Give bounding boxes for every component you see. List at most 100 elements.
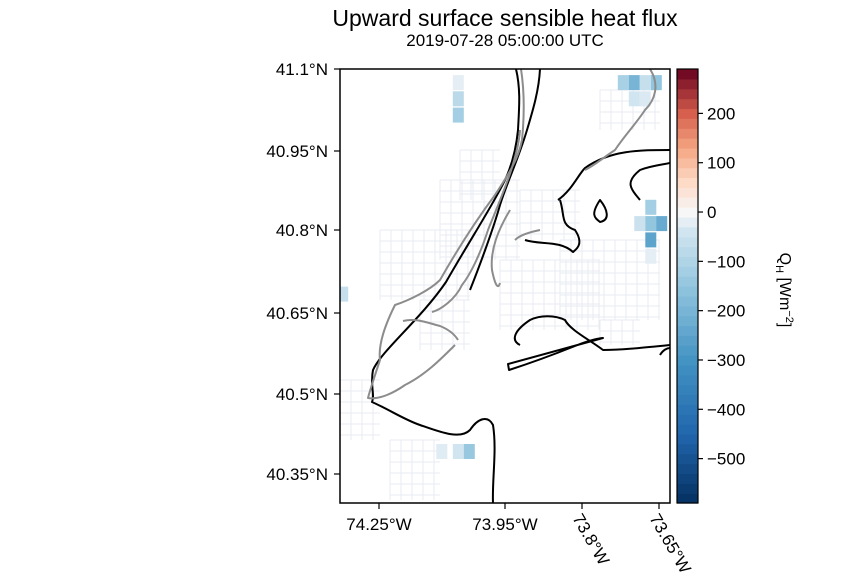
coastline-great-neck <box>629 162 670 201</box>
colorbar-segment <box>677 473 698 484</box>
colorbar-segment <box>677 335 698 346</box>
river-lines <box>367 69 657 400</box>
kill-van-kull <box>402 318 459 341</box>
map-area[interactable] <box>340 69 670 503</box>
coastline-long-island-south <box>513 315 670 351</box>
plot-subtitle: 2019-07-28 05:00:00 UTC <box>406 31 604 50</box>
heatmap-cell <box>645 248 657 264</box>
coastline-bronx <box>524 199 581 253</box>
coastline-new-jersey <box>371 69 521 503</box>
heatmap-cell <box>452 444 464 459</box>
colorbar-segment <box>677 266 698 277</box>
colorbar-segment <box>677 157 698 169</box>
colorbar-segment <box>677 345 698 356</box>
colorbar-ticks: 200 100 0 −100 −200 −300 −400 −500 <box>698 104 745 469</box>
lon-tick-label: 74.25°W <box>346 515 411 534</box>
longitude-axis: 74.25°W 73.95°W 73.8°W 73.65°W <box>346 503 695 576</box>
heatmap-cells <box>340 75 668 459</box>
colorbar-segment <box>677 483 698 494</box>
lon-tick-label: 73.95°W <box>472 515 537 534</box>
coastline-queens-north <box>593 199 608 223</box>
colorbar-segment <box>677 207 698 218</box>
lon-tick-label: 73.65°W <box>646 511 695 576</box>
colorbar-segment <box>677 315 698 327</box>
colorbar-segment <box>677 138 698 149</box>
coastline-east-edge <box>659 347 670 356</box>
colorbar-segment <box>677 305 698 317</box>
latitude-axis: 41.1°N 40.95°N 40.8°N 40.65°N 40.5°N 40.35°N <box>266 60 340 484</box>
colorbar-segment <box>677 286 698 297</box>
colorbar-segment <box>677 325 698 336</box>
colorbar-frame <box>676 68 699 504</box>
colorbar-segment <box>677 414 698 425</box>
colorbar-segment <box>677 78 698 90</box>
colorbar-segment <box>677 167 698 179</box>
colorbar-segment <box>677 463 698 475</box>
heatmap-cell <box>645 216 657 232</box>
east-river <box>490 209 511 288</box>
coastline-manhattan-east <box>469 69 541 291</box>
colorbar-tick-label: −200 <box>707 302 745 321</box>
lat-tick-label: 40.35°N <box>266 465 328 484</box>
colorbar-tick-label: −400 <box>707 400 745 419</box>
grid-cell-outlines <box>340 89 660 500</box>
colorbar <box>676 68 699 504</box>
heatmap-cell <box>639 75 651 91</box>
colorbar-segment <box>677 108 698 119</box>
heatmap-cell <box>617 75 629 91</box>
heatmap-cell <box>452 75 464 91</box>
colorbar-segment <box>677 493 698 504</box>
colorbar-tick-label: −100 <box>707 252 745 271</box>
heatmap-cell <box>436 444 448 459</box>
colorbar-segment <box>677 384 698 396</box>
colorbar-segment <box>677 246 698 258</box>
heatmap-cell <box>656 216 668 232</box>
heatmap-cell <box>628 91 640 107</box>
heatmap-cell <box>639 91 651 107</box>
colorbar-segment <box>677 355 698 366</box>
colorbar-label: QH [Wm−2] <box>773 253 795 328</box>
colorbar-tick-label: −300 <box>707 351 745 370</box>
colorbar-segment <box>677 197 698 208</box>
coastlines <box>371 69 670 503</box>
colorbar-segment <box>677 88 698 100</box>
hudson-river-east <box>431 129 521 313</box>
heatmap-cell <box>650 75 662 91</box>
heatmap-cell <box>452 107 464 123</box>
lat-tick-label: 40.5°N <box>276 385 328 404</box>
plot-title: Upward surface sensible heat flux <box>332 5 678 31</box>
colorbar-segment <box>677 374 698 386</box>
lon-tick-label: 73.8°W <box>569 511 613 569</box>
colorbar-segment <box>677 187 698 198</box>
colorbar-tick-label: 100 <box>707 154 735 173</box>
colorbar-segment <box>677 433 698 445</box>
colorbar-segment <box>677 256 698 267</box>
colorbar-segment <box>677 98 698 110</box>
lat-tick-label: 40.8°N <box>276 221 328 240</box>
heatmap-cell <box>452 91 464 107</box>
heatmap-cell <box>645 199 657 215</box>
lat-tick-label: 41.1°N <box>276 60 328 79</box>
colorbar-segment <box>677 404 698 415</box>
colorbar-segment <box>677 69 698 80</box>
colorbar-segment <box>677 443 698 455</box>
colorbar-segment <box>677 394 698 405</box>
harlem-river <box>584 69 657 171</box>
heatmap-cell <box>645 232 657 248</box>
colorbar-segment <box>677 226 698 238</box>
bronx-kill <box>514 229 541 241</box>
coastline-long-island-sound-north <box>557 149 670 201</box>
colorbar-tick-label: 200 <box>707 104 735 123</box>
colorbar-segment <box>677 128 698 139</box>
colorbar-segment <box>677 118 698 129</box>
colorbar-tick-label: 0 <box>707 203 716 222</box>
coastline-rockaway <box>507 337 604 371</box>
colorbar-segment <box>677 295 698 307</box>
heatmap-cell <box>634 216 646 232</box>
colorbar-segment <box>677 276 698 287</box>
lat-tick-label: 40.65°N <box>266 304 328 323</box>
heatmap-cell <box>628 75 640 91</box>
colorbar-segment <box>677 236 698 248</box>
colorbar-segment <box>677 177 698 188</box>
colorbar-segment <box>677 216 698 228</box>
